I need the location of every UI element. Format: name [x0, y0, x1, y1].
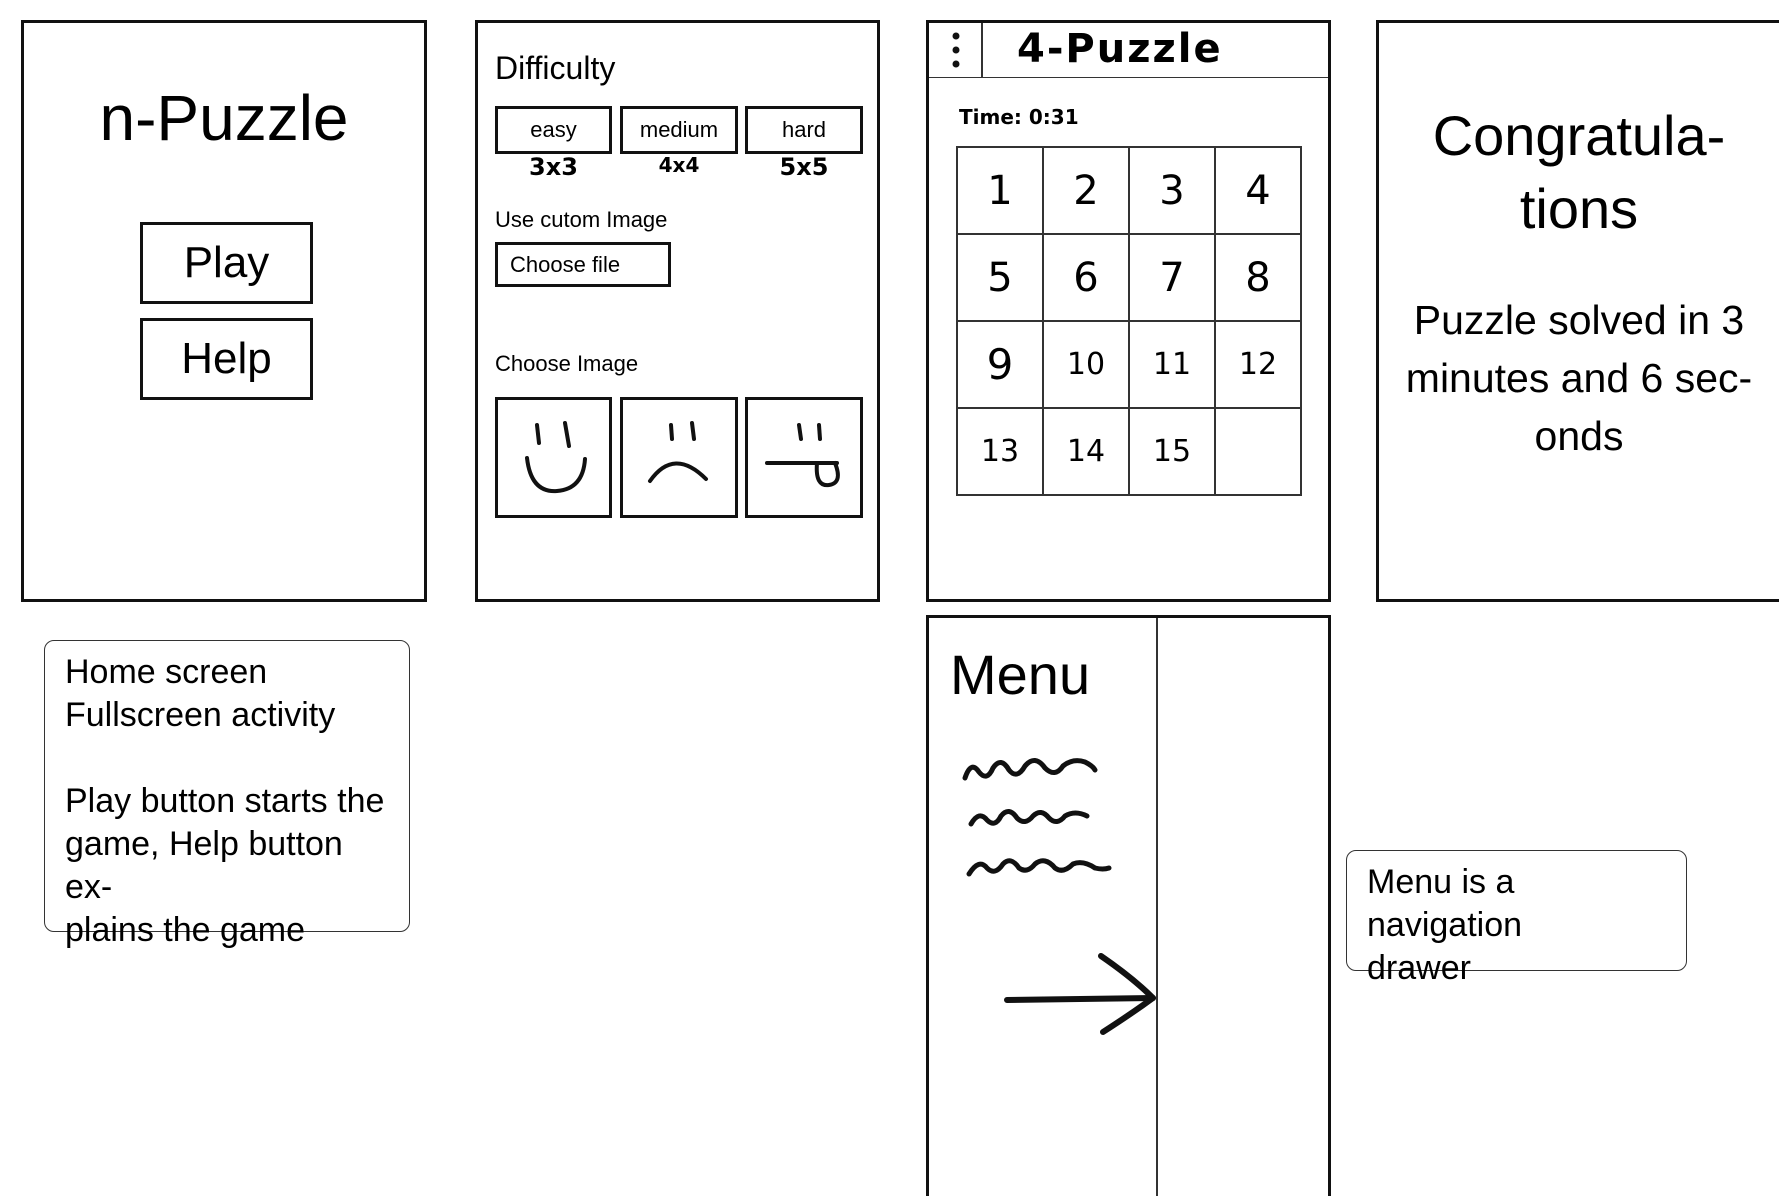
congrats-message-line: Puzzle solved in 3 [1413, 297, 1745, 343]
menu-drawer-screen: Menu [926, 615, 1331, 1196]
note-line: drawer [1367, 949, 1471, 987]
puzzle-tile[interactable]: 7 [1129, 234, 1215, 321]
congrats-title: Congratula- tions [1379, 99, 1779, 245]
image-option-smiley[interactable] [495, 397, 612, 518]
image-option-sad[interactable] [620, 397, 738, 518]
home-screen-note: Home screen Fullscreen activity Play but… [44, 640, 410, 949]
puzzle-tile[interactable]: 3 [1129, 147, 1215, 234]
puzzle-tile[interactable]: 10 [1043, 321, 1129, 408]
puzzle-tile[interactable]: 13 [957, 408, 1043, 495]
puzzle-tile[interactable]: 15 [1129, 408, 1215, 495]
congrats-message-line: onds [1534, 413, 1624, 459]
puzzle-tile[interactable]: 9 [957, 321, 1043, 408]
help-button[interactable]: Help [140, 318, 313, 400]
hard-size-label: 5x5 [779, 153, 829, 181]
home-screen: n-Puzzle Play Help [21, 20, 427, 602]
home-title: n-Puzzle [99, 82, 349, 154]
puzzle-tile[interactable]: 4 [1215, 147, 1301, 234]
scribble-item-1[interactable] [961, 748, 1101, 788]
note-line: game, Help button ex- [65, 825, 343, 906]
timer-text: Time: 0:31 [959, 105, 1079, 129]
note-line: Play button starts the [65, 782, 385, 820]
note-line: Home screen [65, 653, 268, 691]
note-line: plains the game [65, 911, 306, 949]
easy-size-label: 3x3 [529, 153, 578, 181]
note-line: Menu is a navigation [1367, 863, 1523, 944]
arrow-right-icon [1004, 953, 1156, 1035]
note-line: Fullscreen activity [65, 696, 336, 734]
difficulty-heading: Difficulty [495, 50, 616, 86]
puzzle-grid: 1 2 3 4 5 6 7 8 9 10 11 12 13 14 15 [956, 146, 1302, 496]
custom-image-label: Use cutom Image [495, 207, 668, 232]
choose-file-label: Choose file [510, 251, 621, 277]
easy-button[interactable]: easy [495, 106, 612, 154]
medium-size-label: 4x4 [658, 153, 700, 177]
congrats-message: Puzzle solved in 3 minutes and 6 sec- on… [1379, 291, 1779, 465]
smiley-face-icon [524, 420, 587, 493]
hard-button[interactable]: hard [745, 106, 863, 154]
puzzle-tile[interactable]: 6 [1043, 234, 1129, 321]
game-screen: 4-Puzzle Time: 0:31 1 2 3 4 5 6 7 8 9 10… [926, 20, 1331, 602]
game-title: 4-Puzzle [1017, 26, 1223, 72]
medium-button[interactable]: medium [620, 106, 738, 154]
congratulations-screen: Congratula- tions Puzzle solved in 3 min… [1376, 20, 1779, 602]
puzzle-tile[interactable]: 11 [1129, 321, 1215, 408]
drawer-divider [1156, 618, 1158, 1196]
choose-image-label: Choose Image [495, 351, 639, 376]
settings-screen: Difficulty easy medium hard 3x3 4x4 5x5 … [475, 20, 880, 602]
puzzle-tile[interactable]: 12 [1215, 321, 1301, 408]
play-button[interactable]: Play [140, 222, 313, 304]
scribble-item-3[interactable] [965, 846, 1115, 882]
menu-drawer-note: Menu is a navigation drawer [1346, 850, 1687, 987]
sad-face-icon [648, 420, 708, 483]
congrats-title-line: tions [1519, 177, 1639, 240]
kebab-menu-icon[interactable] [951, 31, 961, 69]
puzzle-tile[interactable]: 8 [1215, 234, 1301, 321]
puzzle-tile[interactable]: 14 [1043, 408, 1129, 495]
congrats-message-line: minutes and 6 sec- [1405, 355, 1753, 401]
congrats-title-line: Congratula- [1432, 104, 1726, 167]
tongue-face-icon [765, 422, 840, 487]
scribble-item-2[interactable] [967, 798, 1097, 834]
puzzle-tile[interactable]: 1 [957, 147, 1043, 234]
empty-tile[interactable] [1215, 408, 1301, 495]
puzzle-tile[interactable]: 5 [957, 234, 1043, 321]
app-bar: 4-Puzzle [929, 23, 1328, 78]
image-option-tongue[interactable] [745, 397, 863, 518]
puzzle-tile[interactable]: 2 [1043, 147, 1129, 234]
app-bar-divider [981, 23, 983, 77]
choose-file-button[interactable]: Choose file [495, 242, 671, 287]
menu-title: Menu [950, 643, 1091, 706]
